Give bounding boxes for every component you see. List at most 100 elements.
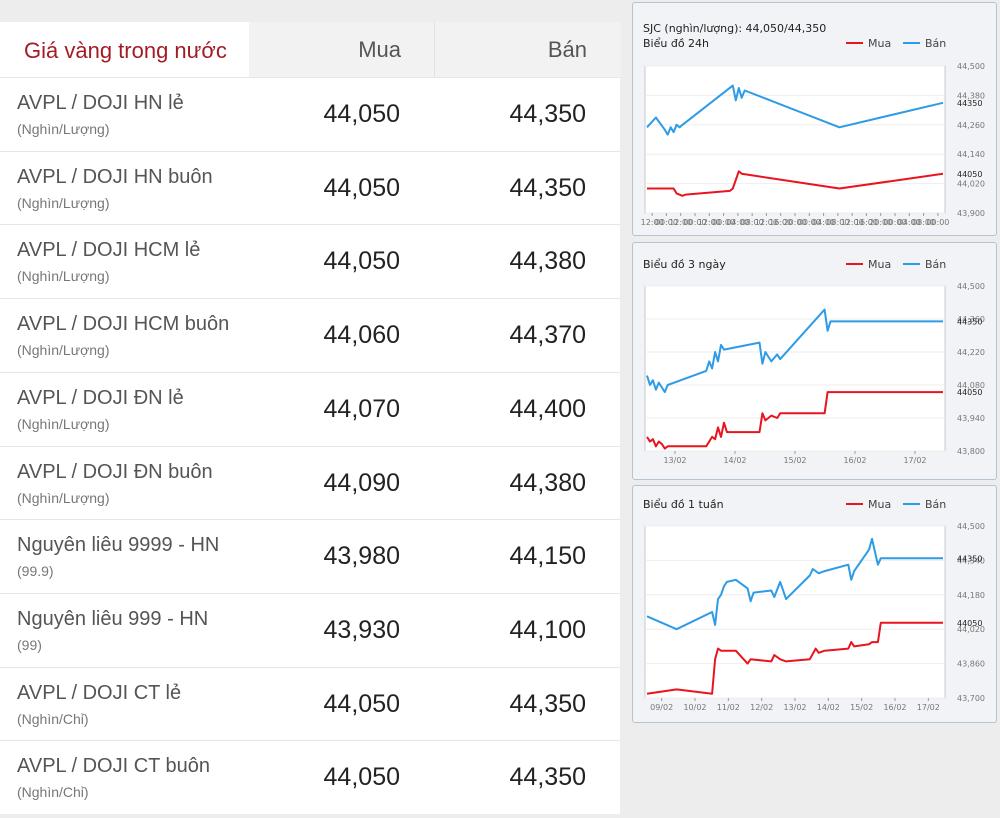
y-tick-label: 44,500 [957, 282, 985, 291]
sell-price: 44,380 [509, 468, 586, 497]
x-tick-label: 12/02 [750, 703, 773, 712]
sell-price: 44,350 [509, 173, 586, 202]
sell-price: 44,150 [509, 542, 586, 571]
buy-price: 44,090 [323, 468, 400, 497]
product-name: Nguyên liêu 9999 - HN [17, 534, 220, 557]
x-tick-label: 14/02 [723, 456, 746, 465]
table-row: AVPL / DOJI HCM buôn (Nghìn/Lượng) 44,060 4… [0, 298, 620, 371]
sell-price: 44,370 [509, 321, 586, 350]
y-tick-label: 44,080 [957, 381, 985, 390]
y-tick-label: 44,500 [957, 522, 985, 531]
plot-area [644, 525, 946, 699]
chart-title: Biểu đồ 24h [643, 37, 709, 50]
y-tick-label: 44,180 [957, 591, 985, 600]
x-tick-label: 13/02 [783, 703, 806, 712]
product-unit: (Nghìn/Lượng) [17, 194, 110, 211]
x-tick-label: 20:00 [783, 218, 806, 227]
table-row: AVPL / DOJI HN lẻ (Nghìn/Lượng) 44,050 44,3… [0, 77, 620, 150]
y-tick-label: 44,360 [957, 315, 985, 324]
x-tick-label: 12:00 [698, 218, 721, 227]
product-name: AVPL / DOJI HCM buôn [17, 313, 230, 336]
x-tick-label: 00:00 [683, 218, 706, 227]
buy-price: 44,070 [323, 394, 400, 423]
table-row: Nguyên liêu 9999 - HN (99.9) 43,980 44,150 [0, 519, 620, 592]
y-tick-label: 44,020 [957, 625, 985, 634]
y-tick-label: 44,220 [957, 348, 985, 357]
plot-area [644, 285, 946, 452]
table-header: Giá vàng trong nước Mua Bán [0, 22, 621, 77]
x-tick-label: 00:00 [655, 218, 678, 227]
last-value-buy: 44050 [957, 619, 982, 628]
last-value-buy: 44050 [957, 388, 982, 397]
x-tick-label: 00:00 [883, 218, 906, 227]
table-row: Nguyên liêu 999 - HN (99) 43,930 44,100 [0, 592, 620, 666]
series-ban-line [646, 537, 943, 631]
series-mua-line [646, 391, 943, 450]
sell-price: 44,350 [509, 100, 586, 128]
x-tick-label: 16:00 [769, 218, 792, 227]
product-name: AVPL / DOJI HN lẻ [17, 92, 184, 114]
sell-price: 44,400 [509, 394, 586, 423]
chart-1-week-panel: Biểu đồ 1 tuần Mua Bán 44,500 44,340 44,180 44… [632, 485, 997, 723]
x-tick-label: 09/02 [650, 703, 673, 712]
table-row: AVPL / DOJI HCM lẻ (Nghìn/Lượng) 44,050 44,… [0, 224, 620, 297]
product-name: AVPL / DOJI CT lẻ [17, 681, 182, 704]
product-unit: (Nghìn/Lượng) [17, 268, 110, 285]
legend-buy-label: Mua [868, 258, 891, 271]
chart-title: Biểu đồ 3 ngày [643, 258, 726, 271]
table-row: AVPL / DOJI CT lẻ (Nghìn/Chỉ) 44,050 44,350 [0, 666, 620, 740]
product-name: AVPL / DOJI HN buôn [17, 165, 213, 188]
table-row: AVPL / DOJI HN buôn (Nghìn/Lượng) 44,050 44… [0, 150, 620, 224]
buy-column-header: Mua [358, 37, 401, 62]
y-tick-label: 43,940 [957, 414, 985, 423]
x-tick-label: 12:00 [669, 218, 692, 227]
buy-price: 44,050 [323, 763, 400, 792]
product-name: Nguyên liêu 999 - HN [17, 607, 209, 630]
buy-price: 43,980 [323, 542, 400, 571]
product-unit: (Nghìn/Lượng) [17, 415, 110, 432]
product-unit: (Nghìn/Chỉ) [17, 710, 89, 727]
sell-price: 44,350 [509, 689, 586, 718]
product-unit: (99) [17, 636, 42, 653]
x-tick-label: 00:00 [712, 218, 735, 227]
series-mua-line [646, 621, 943, 695]
y-tick-label: 44,500 [957, 62, 985, 71]
plot-area [644, 65, 946, 214]
x-tick-label: 11/02 [717, 703, 740, 712]
product-name: AVPL / DOJI ĐN lẻ [17, 386, 184, 409]
x-tick-label: 00:00 [926, 218, 949, 227]
product-name: AVPL / DOJI CT buôn [17, 755, 211, 778]
x-tick-label: 14/02 [817, 703, 840, 712]
series-mua-line [647, 170, 944, 197]
y-tick-label: 44,140 [957, 150, 985, 159]
buy-price: 44,050 [323, 100, 400, 128]
x-tick-label: 10/02 [683, 703, 706, 712]
header-buy-cell: Mua [248, 22, 435, 77]
x-tick-label: 13/02 [663, 456, 686, 465]
y-tick-label: 44,340 [957, 556, 985, 565]
buy-price: 44,050 [323, 173, 400, 202]
table-row: AVPL / DOJI CT buôn (Nghìn/Chỉ) 44,050 44,3… [0, 740, 620, 813]
chart-24h: SJC (nghìn/lượng): 44,050/44,350 Biểu đồ … [641, 22, 985, 227]
y-tick-label: 44,020 [957, 180, 985, 189]
buy-price: 44,050 [323, 689, 400, 718]
x-tick-label: 17/02 [903, 456, 926, 465]
x-tick-label: 04:00 [726, 218, 749, 227]
y-tick-label: 44,260 [957, 121, 985, 130]
legend-buy-label: Mua [868, 37, 891, 50]
legend-sell-label: Bán [925, 37, 946, 50]
sell-price: 44,350 [509, 763, 586, 792]
x-tick-label: 15/02 [850, 703, 873, 712]
table-row: AVPL / DOJI ĐN buôn (Nghìn/Lượng) 44,090 44… [0, 445, 620, 519]
series-ban-line [646, 84, 944, 136]
x-tick-label: 12:00 [641, 218, 664, 227]
x-tick-label: 12:00 [755, 218, 778, 227]
chart-header: SJC (nghìn/lượng): 44,050/44,350 [643, 22, 826, 35]
chart-3-days: Biểu đồ 3 ngày Mua Bán 44,500 44,360 44,220 44… [643, 258, 985, 465]
x-tick-label: 16/02 [843, 456, 866, 465]
chart-3-days-panel: Biểu đồ 3 ngày Mua Bán 44,500 44,360 44,220 44… [632, 242, 997, 480]
x-tick-label: 20:00 [869, 218, 892, 227]
sell-price: 44,100 [509, 615, 586, 644]
x-tick-label: 16:00 [855, 218, 878, 227]
table-row: AVPL / DOJI ĐN lẻ (Nghìn/Lượng) 44,070 44,4… [0, 371, 620, 445]
